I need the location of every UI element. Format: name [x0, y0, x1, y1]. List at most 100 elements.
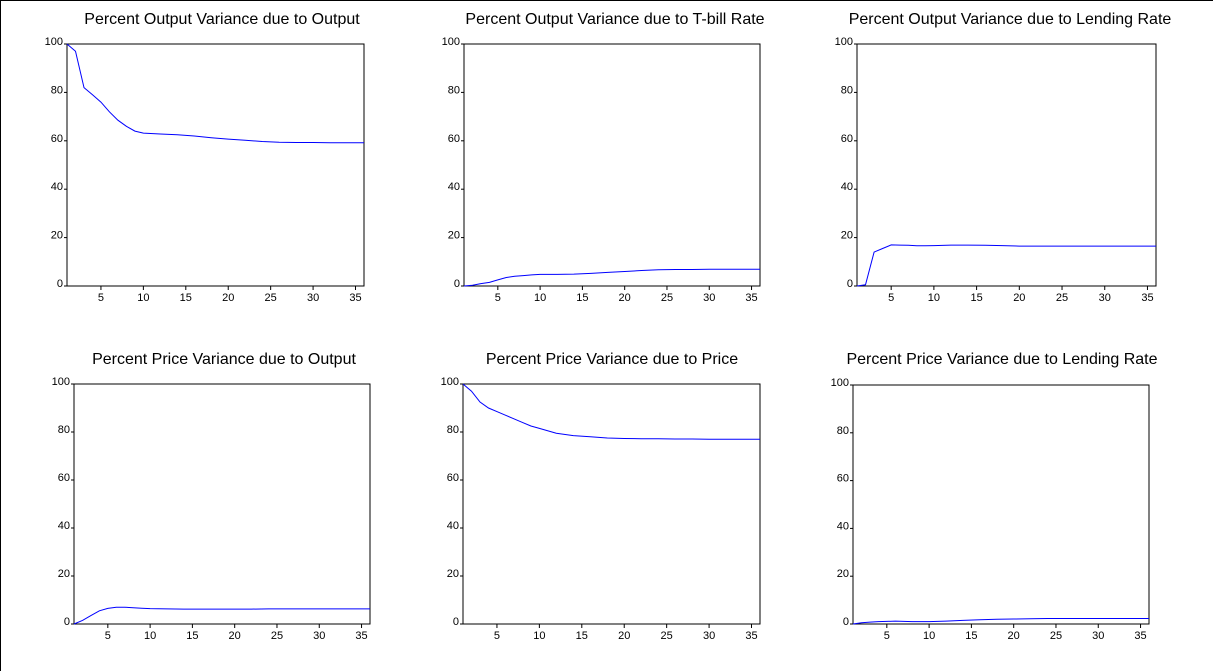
- y-tick-label: 40: [841, 181, 853, 193]
- y-tick-label: 100: [442, 36, 460, 48]
- y-tick-label: 100: [835, 36, 853, 48]
- y-tick-label: 100: [441, 376, 459, 388]
- y-tick-label: 40: [837, 520, 849, 532]
- chart-title: Percent Output Variance due to T-bill Ra…: [465, 11, 764, 28]
- x-tick-label: 15: [965, 630, 977, 642]
- y-tick-label: 80: [841, 84, 853, 96]
- chart-panel: Percent Price Variance due to Lending Ra…: [831, 351, 1158, 642]
- series-line: [66, 43, 364, 144]
- x-tick-label: 35: [745, 292, 757, 304]
- plot-area: [73, 383, 371, 625]
- plot-area: [852, 384, 1150, 625]
- x-tick-label: 25: [661, 630, 673, 642]
- y-tick-label: 60: [58, 472, 70, 484]
- x-tick-label: 15: [970, 292, 982, 304]
- x-tick-label: 30: [1099, 292, 1111, 304]
- series-line: [73, 606, 370, 625]
- y-tick-label: 100: [52, 376, 70, 388]
- x-tick-label: 5: [98, 292, 104, 304]
- chart-title: Percent Price Variance due to Price: [486, 351, 738, 368]
- y-tick-label: 0: [453, 616, 459, 628]
- x-tick-label: 20: [222, 292, 234, 304]
- plot-area: [66, 43, 365, 287]
- x-tick-label: 15: [576, 292, 588, 304]
- x-tick-label: 5: [884, 630, 890, 642]
- y-tick-label: 80: [51, 84, 63, 96]
- x-tick-label: 25: [661, 292, 673, 304]
- x-tick-label: 10: [533, 630, 545, 642]
- y-tick-label: 20: [841, 230, 853, 242]
- x-tick-label: 15: [180, 292, 192, 304]
- x-tick-label: 10: [137, 292, 149, 304]
- chart-panel: Percent Price Variance due to Output 0 20 4…: [52, 351, 371, 642]
- x-tick-label: 20: [1013, 292, 1025, 304]
- x-tick-label: 20: [229, 630, 241, 642]
- y-tick-label: 60: [841, 133, 853, 145]
- x-tick-label: 30: [703, 292, 715, 304]
- x-tick-label: 35: [745, 630, 757, 642]
- x-tick-label: 5: [888, 292, 894, 304]
- y-tick-label: 40: [448, 181, 460, 193]
- chart-panel: Percent Price Variance due to Price 0 20 40…: [441, 351, 761, 642]
- series-line: [463, 268, 760, 287]
- x-tick-label: 35: [355, 630, 367, 642]
- y-tick-label: 60: [51, 133, 63, 145]
- y-tick-label: 0: [847, 278, 853, 290]
- plot-area: [463, 43, 761, 287]
- plot-area: [462, 383, 761, 625]
- y-tick-label: 40: [51, 181, 63, 193]
- x-tick-label: 30: [307, 292, 319, 304]
- x-tick-label: 20: [1008, 630, 1020, 642]
- y-tick-label: 60: [448, 133, 460, 145]
- chart-panel: Percent Output Variance due to Lending R…: [835, 11, 1172, 304]
- chart-title: Percent Price Variance due to Lending Ra…: [846, 351, 1157, 368]
- chart-panel: Percent Output Variance due to T-bill Ra…: [442, 11, 765, 304]
- y-tick-label: 80: [58, 424, 70, 436]
- x-tick-label: 5: [495, 292, 501, 304]
- x-tick-label: 25: [1056, 292, 1068, 304]
- x-tick-label: 10: [923, 630, 935, 642]
- series-line: [856, 244, 1156, 287]
- y-tick-label: 80: [447, 424, 459, 436]
- series-line: [852, 618, 1149, 625]
- y-tick-label: 80: [448, 84, 460, 96]
- y-tick-label: 20: [837, 568, 849, 580]
- x-tick-label: 30: [703, 630, 715, 642]
- x-tick-label: 15: [576, 630, 588, 642]
- x-tick-label: 5: [105, 630, 111, 642]
- x-tick-label: 25: [265, 292, 277, 304]
- x-tick-label: 20: [618, 630, 630, 642]
- y-tick-label: 0: [57, 278, 63, 290]
- x-tick-label: 35: [349, 292, 361, 304]
- y-tick-label: 0: [454, 278, 460, 290]
- y-tick-label: 60: [447, 472, 459, 484]
- chart-title: Percent Output Variance due to Output: [84, 11, 360, 28]
- x-tick-label: 10: [534, 292, 546, 304]
- x-tick-label: 30: [313, 630, 325, 642]
- x-tick-label: 10: [144, 630, 156, 642]
- chart-title: Percent Price Variance due to Output: [92, 351, 356, 368]
- y-tick-label: 100: [831, 377, 849, 389]
- x-tick-label: 35: [1134, 630, 1146, 642]
- y-tick-label: 60: [837, 473, 849, 485]
- y-tick-label: 80: [837, 425, 849, 437]
- y-tick-label: 40: [58, 520, 70, 532]
- y-tick-label: 0: [843, 616, 849, 628]
- y-tick-label: 40: [447, 520, 459, 532]
- plot-area: [856, 43, 1157, 287]
- chart-title: Percent Output Variance due to Lending R…: [849, 11, 1172, 28]
- x-tick-label: 35: [1141, 292, 1153, 304]
- y-tick-label: 20: [58, 568, 70, 580]
- x-tick-label: 15: [186, 630, 198, 642]
- x-tick-label: 10: [928, 292, 940, 304]
- y-tick-label: 0: [64, 616, 70, 628]
- y-tick-label: 20: [448, 230, 460, 242]
- x-tick-label: 25: [1050, 630, 1062, 642]
- y-tick-label: 100: [45, 36, 63, 48]
- x-tick-label: 30: [1092, 630, 1104, 642]
- x-tick-label: 5: [494, 630, 500, 642]
- x-tick-label: 20: [619, 292, 631, 304]
- y-tick-label: 20: [51, 230, 63, 242]
